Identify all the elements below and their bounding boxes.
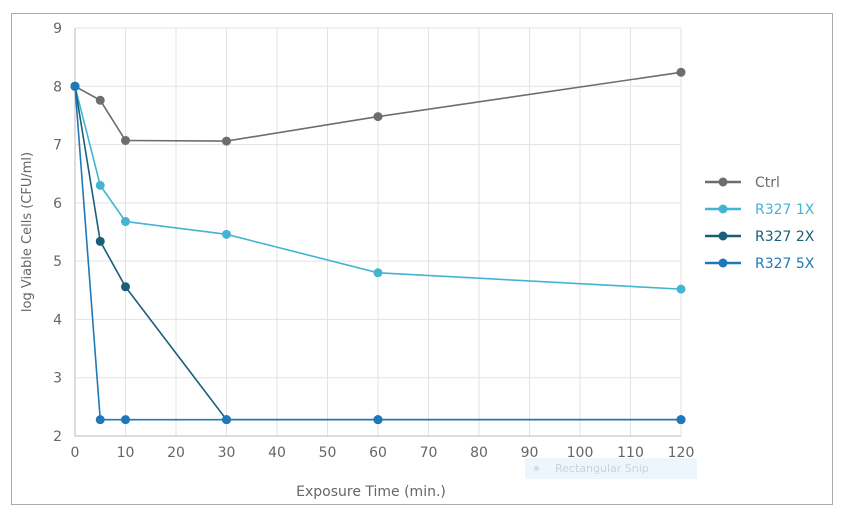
legend-label: R327 1X [755, 202, 815, 218]
x-tick-label: 50 [319, 445, 337, 461]
data-point [222, 136, 231, 146]
snip-label: Rectangular Snip [555, 462, 649, 475]
x-tick-label: 10 [117, 445, 135, 461]
x-tick-label: 90 [521, 445, 539, 461]
x-tick-label: 100 [567, 445, 594, 461]
x-tick-label: 80 [470, 445, 488, 461]
data-point [222, 415, 231, 425]
y-tick-label: 9 [53, 21, 62, 37]
data-point [373, 112, 383, 122]
x-tick-label: 110 [617, 445, 644, 461]
x-tick-label: 40 [268, 445, 286, 461]
data-point [373, 415, 383, 425]
legend-label: R327 5X [755, 256, 815, 272]
snip-dot-icon [534, 466, 539, 471]
data-point [676, 415, 686, 425]
y-tick-label: 4 [53, 312, 62, 328]
data-point [95, 236, 105, 246]
data-point [676, 284, 686, 294]
legend-marker [718, 204, 728, 214]
data-point [95, 180, 105, 190]
x-axis-label: Exposure Time (min.) [296, 484, 446, 500]
x-tick-label: 30 [218, 445, 236, 461]
legend-marker [718, 231, 728, 241]
data-point [121, 415, 130, 425]
x-tick-label: 20 [167, 445, 185, 461]
data-point [70, 81, 80, 91]
y-tick-label: 3 [53, 371, 62, 387]
x-tick-label: 60 [369, 445, 387, 461]
x-tick-label: 0 [71, 445, 80, 461]
data-point [222, 229, 231, 239]
legend-label: Ctrl [755, 175, 780, 191]
y-axis-label: log Viable Cells (CFU/ml) [20, 152, 35, 312]
y-tick-label: 7 [53, 138, 62, 154]
data-point [121, 282, 130, 292]
series-line-1 [74, 86, 682, 290]
rectangular-snip-overlay: Rectangular Snip [525, 458, 697, 479]
y-tick-label: 8 [53, 79, 62, 95]
series-line-0 [74, 71, 682, 142]
chart-frame [11, 13, 833, 505]
x-tick-label: 70 [420, 445, 438, 461]
data-point [676, 67, 686, 77]
data-point [373, 268, 383, 278]
data-point [121, 135, 130, 145]
data-point [95, 95, 105, 105]
legend-marker [718, 258, 728, 268]
y-tick-label: 5 [53, 254, 62, 270]
y-tick-label: 6 [53, 196, 62, 212]
y-tick-label: 2 [53, 429, 62, 445]
legend-marker [718, 177, 728, 187]
data-point [95, 415, 105, 425]
x-tick-label: 120 [668, 445, 695, 461]
series-line-3 [74, 86, 681, 421]
data-point [121, 217, 130, 227]
legend-label: R327 2X [755, 229, 815, 245]
